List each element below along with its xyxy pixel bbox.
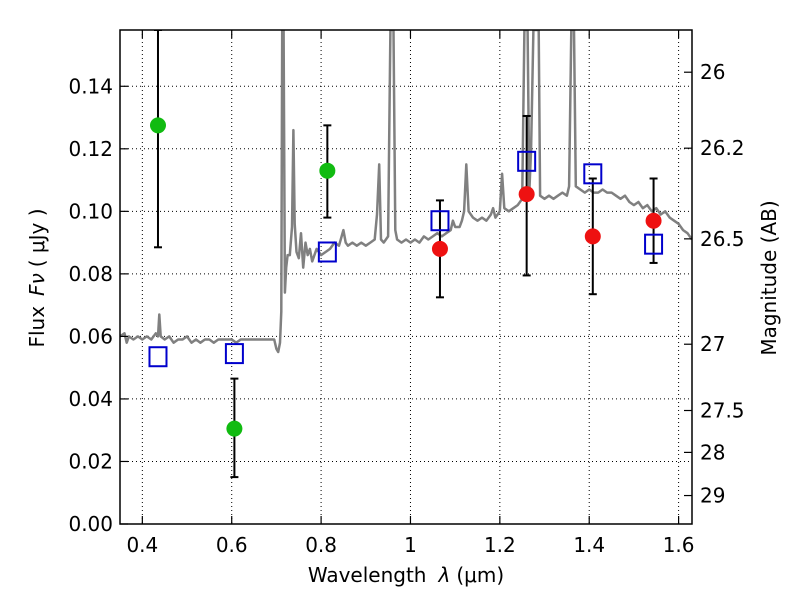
y2-axis-ticks: 26 26.2 26.5 27 27.5 28 29	[684, 60, 745, 508]
grid	[120, 30, 692, 525]
model-photometry-point	[583, 163, 603, 185]
data-point	[645, 212, 662, 229]
data-point	[226, 420, 243, 437]
x-tick-label: 1	[404, 533, 417, 557]
model-photometry-point	[430, 210, 450, 232]
data-point	[149, 117, 166, 134]
x-tick-label: 1.6	[663, 533, 695, 557]
model-photometry-point	[224, 343, 244, 365]
x-axis-label-symbol: λ	[438, 563, 451, 587]
data-point	[319, 162, 336, 179]
y2-tick-label: 27	[700, 332, 725, 356]
plot-frame	[119, 29, 693, 525]
y-tick-label: 0.04	[68, 387, 113, 411]
y-axis-label: Flux Fν ( μJy )	[25, 208, 49, 347]
y-tick-label: 0.00	[68, 512, 113, 536]
errorbars	[153, 30, 658, 479]
data-point	[431, 240, 448, 257]
data-point	[584, 228, 601, 245]
x-axis-label-prefix: Wavelength	[308, 563, 427, 587]
x-axis-label: Wavelength λ (μm)	[308, 563, 504, 587]
model-photometry-point	[317, 241, 337, 263]
y-axis-ticks: 0.00 0.02 0.04 0.06 0.08 0.10 0.12 0.14	[68, 74, 128, 536]
y2-tick-label: 26.5	[700, 227, 745, 251]
y-tick-label: 0.08	[68, 262, 113, 286]
x-axis-ticks: 0.4 0.6 0.8 1 1.2 1.4 1.6	[126, 30, 695, 557]
y-tick-label: 0.12	[68, 137, 113, 161]
y2-tick-label: 26	[700, 60, 725, 84]
x-tick-label: 1.4	[573, 533, 605, 557]
x-axis-label-unit: (μm)	[456, 563, 504, 587]
model-spectrum-layer	[120, 30, 692, 354]
data-markers	[148, 117, 664, 437]
y2-tick-label: 26.2	[700, 136, 745, 160]
y-axis-label-symbol: Fν	[25, 273, 49, 296]
x-tick-label: 0.8	[305, 533, 337, 557]
y2-tick-label: 29	[700, 484, 725, 508]
y-tick-label: 0.10	[68, 199, 113, 223]
x-tick-label: 0.4	[126, 533, 158, 557]
y2-tick-label: 28	[700, 440, 725, 464]
x-tick-label: 1.2	[484, 533, 516, 557]
model-photometry-point	[517, 150, 537, 172]
y2-axis-label: Magnitude (AB)	[757, 200, 781, 355]
y-tick-label: 0.02	[68, 449, 113, 473]
model-spectrum-line	[120, 30, 692, 354]
errorbar	[153, 30, 162, 249]
model-photometry-point	[148, 346, 168, 368]
y2-tick-label: 27.5	[700, 399, 745, 423]
x-tick-label: 0.6	[216, 533, 248, 557]
model-photometry-point	[644, 233, 664, 255]
data-point	[518, 186, 535, 203]
y-tick-label: 0.14	[68, 74, 113, 98]
y-axis-label-prefix: Flux	[25, 306, 49, 348]
y-tick-label: 0.06	[68, 324, 113, 348]
y-axis-label-unit: ( μJy )	[25, 208, 49, 267]
